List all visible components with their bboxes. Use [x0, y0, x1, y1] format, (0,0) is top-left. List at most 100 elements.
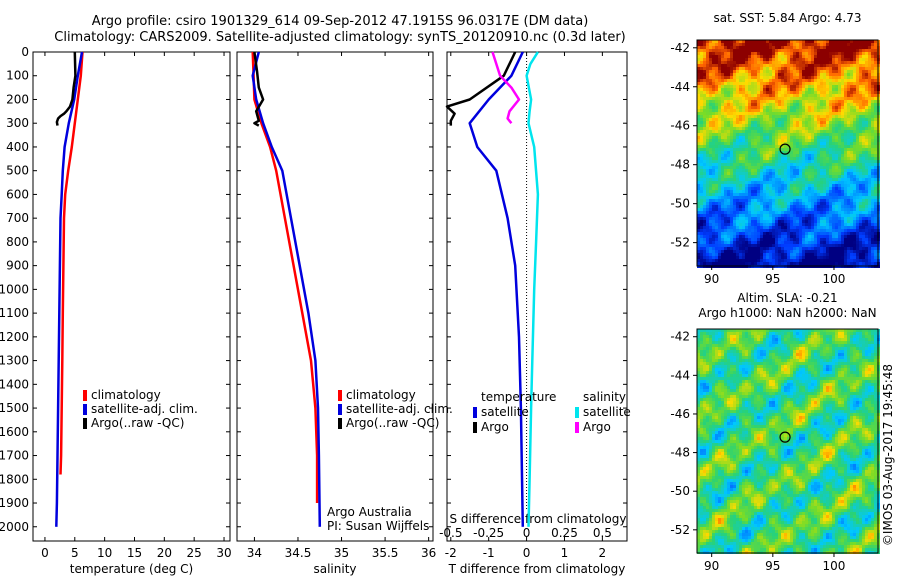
heatmap-cell	[733, 106, 736, 109]
heatmap-cell	[718, 73, 721, 76]
heatmap-cell	[748, 94, 751, 97]
heatmap-cell	[700, 115, 703, 118]
heatmap-cell	[727, 52, 730, 55]
heatmap-cell	[856, 106, 859, 109]
heatmap-cell	[808, 61, 811, 64]
heatmap-cell	[724, 154, 727, 157]
heatmap-cell	[736, 55, 739, 58]
heatmap-cell	[778, 253, 781, 256]
heatmap-cell	[751, 220, 754, 223]
heatmap-cell	[763, 106, 766, 109]
heatmap-cell	[850, 76, 853, 79]
heatmap-cell	[805, 247, 808, 250]
heatmap-cell	[865, 190, 868, 193]
heatmap-cell	[760, 220, 763, 223]
heatmap-cell	[760, 259, 763, 262]
heatmap-cell	[712, 142, 715, 145]
heatmap-cell	[820, 256, 823, 259]
heatmap-cell	[733, 241, 736, 244]
heatmap-cell	[727, 160, 730, 163]
heatmap-cell	[739, 103, 742, 106]
heatmap-cell	[865, 175, 868, 178]
heatmap-cell	[712, 103, 715, 106]
heatmap-cell	[862, 262, 865, 265]
heatmap-cell	[817, 208, 820, 211]
heatmap-cell	[829, 175, 832, 178]
heatmap-cell	[721, 193, 724, 196]
heatmap-cell	[727, 142, 730, 145]
heatmap-cell	[835, 238, 838, 241]
x-tick-label: 2	[599, 546, 607, 560]
heatmap-cell	[748, 175, 751, 178]
heatmap-cell	[862, 256, 865, 259]
heatmap-cell	[742, 91, 745, 94]
heatmap-cell	[781, 52, 784, 55]
heatmap-cell	[784, 154, 787, 157]
heatmap-cell	[808, 52, 811, 55]
heatmap-cell	[835, 232, 838, 235]
heatmap-cell	[808, 178, 811, 181]
heatmap-cell	[799, 142, 802, 145]
heatmap-cell	[805, 259, 808, 262]
heatmap-cell	[838, 181, 841, 184]
heatmap-cell	[784, 100, 787, 103]
heatmap-cell	[787, 223, 790, 226]
heatmap-cell	[811, 169, 814, 172]
heatmap-cell	[790, 223, 793, 226]
heatmap-cell	[733, 229, 736, 232]
heatmap-cell	[769, 172, 772, 175]
heatmap-cell	[733, 97, 736, 100]
heatmap-cell	[793, 100, 796, 103]
heatmap-cell	[805, 181, 808, 184]
heatmap-cell	[736, 139, 739, 142]
heatmap-cell	[736, 232, 739, 235]
heatmap-cell	[769, 157, 772, 160]
heatmap-cell	[772, 88, 775, 91]
heatmap-cell	[739, 100, 742, 103]
heatmap-cell	[745, 211, 748, 214]
heatmap-cell	[742, 166, 745, 169]
heatmap-cell	[811, 55, 814, 58]
heatmap-cell	[859, 103, 862, 106]
heatmap-cell	[799, 205, 802, 208]
heatmap-cell	[763, 223, 766, 226]
heatmap-cell	[718, 253, 721, 256]
heatmap-cell	[733, 115, 736, 118]
heatmap-cell	[808, 250, 811, 253]
heatmap-cell	[715, 262, 718, 265]
heatmap-cell	[829, 52, 832, 55]
heatmap-cell	[706, 217, 709, 220]
heatmap-cell	[721, 73, 724, 76]
heatmap-cell	[820, 220, 823, 223]
heatmap-cell	[721, 112, 724, 115]
heatmap-cell	[775, 229, 778, 232]
heatmap-cell	[769, 103, 772, 106]
heatmap-cell	[757, 115, 760, 118]
heatmap-cell	[721, 202, 724, 205]
heatmap-cell	[742, 229, 745, 232]
heatmap-cell	[712, 109, 715, 112]
heatmap-cell	[781, 250, 784, 253]
heatmap-cell	[874, 235, 877, 238]
heatmap-cell	[874, 91, 877, 94]
heatmap-cell	[853, 79, 856, 82]
heatmap-cell	[847, 139, 850, 142]
heatmap-cell	[721, 259, 724, 262]
heatmap-cell	[700, 178, 703, 181]
heatmap-cell	[781, 256, 784, 259]
heatmap-cell	[799, 43, 802, 46]
heatmap-cell	[769, 112, 772, 115]
heatmap-cell	[733, 76, 736, 79]
heatmap-cell	[733, 121, 736, 124]
heatmap-cell	[754, 145, 757, 148]
heatmap-cell	[712, 130, 715, 133]
series-line-salinity-argo	[491, 51, 521, 124]
heatmap-cell	[859, 52, 862, 55]
heatmap-cell	[775, 151, 778, 154]
heatmap-cell	[799, 40, 802, 43]
heatmap-cell	[871, 190, 874, 193]
heatmap-cell	[772, 70, 775, 73]
heatmap-cell	[760, 94, 763, 97]
heatmap-cell	[703, 184, 706, 187]
heatmap-cell	[874, 178, 877, 181]
